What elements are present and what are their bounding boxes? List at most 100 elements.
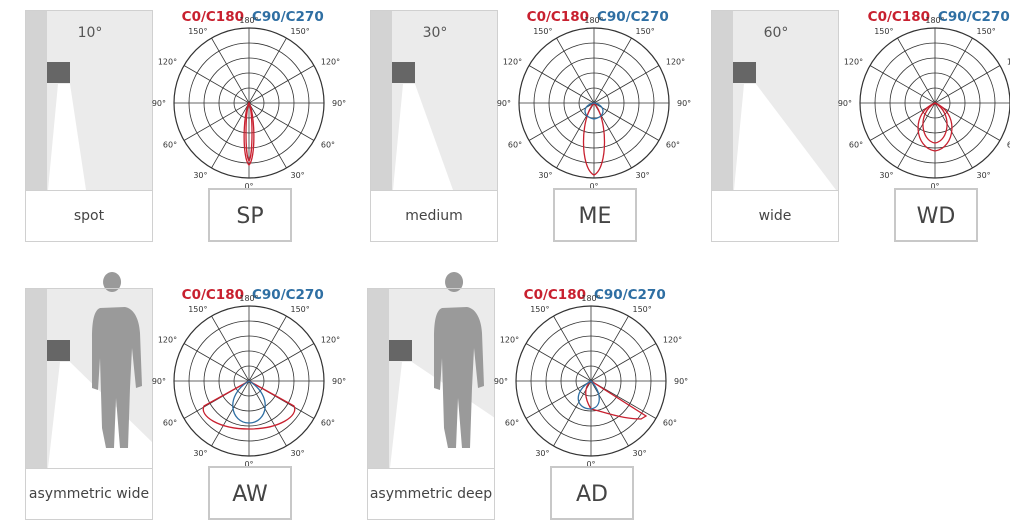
polar-diagram: 0°30°30°60°60°90°90°120°120°150°150°180° <box>152 16 346 191</box>
card-border <box>25 10 153 242</box>
polar-angle-label: 90° <box>674 377 688 386</box>
polar-angle-label: 180° <box>581 294 600 303</box>
intensity-curve <box>243 101 255 166</box>
polar-angle-label: 30° <box>977 171 991 180</box>
polar-angle-label: 60° <box>321 419 335 428</box>
legend-c0: C0/C180 <box>868 9 930 25</box>
option-code: AW <box>232 482 268 507</box>
polar-angle-label: 120° <box>844 58 863 67</box>
name-box: asymmetric deep <box>369 485 493 502</box>
polar-diagram: 0°30°30°60°60°90°90°120°120°150°150°180° <box>152 294 346 469</box>
polar-angle-label: 90° <box>838 99 852 108</box>
card-border <box>25 288 153 520</box>
beam <box>393 84 453 190</box>
luminaire <box>47 62 70 83</box>
option: asymmetric wide C0/C180 C90/C270 0° 30° 30° 60… <box>25 272 346 520</box>
option: 30° medium C0/C180 C90/C270 0° 30° 30° 60° 60° 90… <box>370 9 691 242</box>
intensity-curve <box>584 102 604 120</box>
polar-angle-label: 150° <box>188 305 207 314</box>
polar-angle-label: 120° <box>666 58 685 67</box>
option-code: WD <box>917 204 956 229</box>
intensity-curve <box>245 101 253 163</box>
option-code: ME <box>579 204 612 229</box>
intensity-curve <box>917 102 953 152</box>
polar-diagram: 0°30°30°60°60°90°90°120°120°150°150°180° <box>494 294 688 469</box>
polar-angle-label: 30° <box>291 171 305 180</box>
name-box: medium <box>405 207 463 224</box>
polar-angle-label: 90° <box>152 377 166 386</box>
polar-angle-label: 30° <box>193 449 207 458</box>
polar-angle-label: 0° <box>244 460 253 469</box>
legend-c90: C90/C270 <box>594 287 666 303</box>
polar-angle-label: 120° <box>321 58 340 67</box>
option: 60°wideC0/C180C90/C2700°30°30°60°60°90°9… <box>711 9 1010 242</box>
polar-angle-label: 30° <box>879 171 893 180</box>
polar-diagram: 0°30°30°60°60°90°90°120°120°150°150°180° <box>838 16 1010 191</box>
polar-angle-label: 0° <box>244 182 253 191</box>
polar-angle-label: 60° <box>505 419 519 428</box>
option-name: asymmetric deep <box>369 485 493 502</box>
polar-angle-label: 180° <box>925 16 944 25</box>
beam <box>48 84 86 190</box>
polar-angle-label: 90° <box>332 99 346 108</box>
code-button[interactable] <box>550 466 634 520</box>
name-box: wide <box>758 207 792 224</box>
polar-angle-label: 90° <box>332 377 346 386</box>
polar-angle-label: 150° <box>291 27 310 36</box>
polar-angle-label: 90° <box>677 99 691 108</box>
wall <box>370 10 392 190</box>
intensity-curve <box>585 380 648 420</box>
polar-angle-label: 180° <box>239 16 258 25</box>
code-button[interactable] <box>208 188 292 242</box>
intensity-curve <box>577 380 600 410</box>
polar-angle-label: 90° <box>497 99 511 108</box>
polar-angle-label: 60° <box>849 141 863 150</box>
option-name: medium <box>405 207 463 224</box>
polar-angle-label: 30° <box>636 171 650 180</box>
polar-angle-label: 90° <box>152 99 166 108</box>
luminaire <box>47 340 70 361</box>
option-name: spot <box>73 207 105 224</box>
legend-c90: C90/C270 <box>252 9 324 25</box>
legend-c90: C90/C270 <box>938 9 1010 25</box>
polar-angle-label: 120° <box>500 336 519 345</box>
option-name: wide <box>758 207 792 224</box>
code-button[interactable] <box>553 188 637 242</box>
polar-angle-label: 30° <box>538 171 552 180</box>
person <box>434 272 484 448</box>
polar-angle-label: 180° <box>584 16 603 25</box>
polar-angle-label: 150° <box>636 27 655 36</box>
polar-angle-label: 30° <box>193 171 207 180</box>
option-code: AD <box>576 482 608 507</box>
beam <box>734 84 836 190</box>
person <box>92 272 142 448</box>
beam-angle: 10° <box>78 25 103 41</box>
polar-angle-label: 0° <box>586 460 595 469</box>
polar-angle-label: 150° <box>533 27 552 36</box>
polar-angle-label: 60° <box>663 419 677 428</box>
legend-c90: C90/C270 <box>252 287 324 303</box>
polar-angle-label: 150° <box>633 305 652 314</box>
polar-angle-label: 60° <box>163 419 177 428</box>
polar-angle-label: 120° <box>158 336 177 345</box>
polar-angle-label: 60° <box>1007 141 1010 150</box>
polar-angle-label: 30° <box>535 449 549 458</box>
card-border <box>370 10 498 242</box>
beam-angle: 60° <box>764 25 789 41</box>
code-button[interactable] <box>894 188 978 242</box>
legend-c90: C90/C270 <box>597 9 669 25</box>
polar-angle-label: 180° <box>239 294 258 303</box>
luminaire <box>733 62 756 83</box>
polar-diagram: 0°30°30°60°60°90°90°120°120°150°150°180° <box>497 16 691 191</box>
code-button[interactable] <box>208 466 292 520</box>
intensity-curve <box>232 380 266 424</box>
polar-angle-label: 120° <box>158 58 177 67</box>
card-border <box>367 288 495 520</box>
polar-angle-label: 30° <box>291 449 305 458</box>
polar-angle-label: 60° <box>508 141 522 150</box>
polar-angle-label: 150° <box>977 27 996 36</box>
polar-angle-label: 60° <box>163 141 177 150</box>
polar-angle-label: 150° <box>291 305 310 314</box>
intensity-curve <box>202 380 296 430</box>
